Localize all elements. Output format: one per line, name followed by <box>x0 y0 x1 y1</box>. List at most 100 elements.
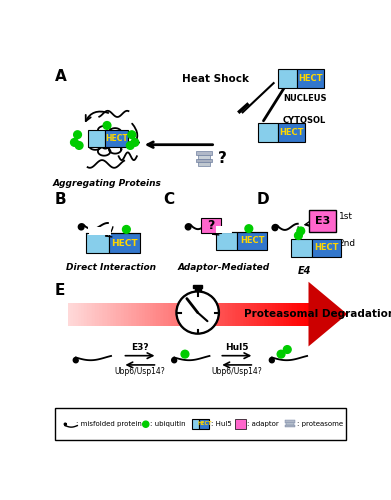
Bar <box>217 302 220 326</box>
Circle shape <box>70 138 78 146</box>
Bar <box>231 302 234 326</box>
Text: HECT: HECT <box>298 74 323 83</box>
Text: Heat Shock: Heat Shock <box>182 74 249 84</box>
Bar <box>221 302 223 326</box>
Bar <box>241 302 244 326</box>
Bar <box>285 420 295 422</box>
Bar <box>134 302 137 326</box>
Bar <box>203 302 206 326</box>
Circle shape <box>181 350 189 358</box>
Bar <box>139 302 142 326</box>
Text: 1st: 1st <box>339 212 353 221</box>
Bar <box>237 232 267 250</box>
Bar <box>216 232 237 250</box>
Circle shape <box>283 346 291 354</box>
Bar <box>265 302 268 326</box>
Bar <box>269 302 271 326</box>
Bar <box>249 302 252 326</box>
Bar <box>156 302 159 326</box>
Bar <box>180 302 183 326</box>
Bar <box>179 302 181 326</box>
Bar <box>136 302 138 326</box>
Bar <box>244 302 247 326</box>
Bar <box>283 302 286 326</box>
Bar <box>233 302 236 326</box>
Bar <box>131 302 133 326</box>
Bar <box>86 233 109 254</box>
Bar <box>120 302 122 326</box>
Bar <box>305 302 308 326</box>
Text: A: A <box>55 69 67 84</box>
Bar <box>285 425 295 428</box>
Bar <box>88 302 90 326</box>
Bar <box>299 302 301 326</box>
Bar <box>89 302 92 326</box>
Bar <box>195 302 197 326</box>
Bar <box>215 302 218 326</box>
Bar <box>262 302 265 326</box>
Bar <box>155 302 158 326</box>
Bar <box>246 302 249 326</box>
Bar <box>257 302 260 326</box>
Bar <box>163 302 165 326</box>
Text: E3?: E3? <box>131 342 148 351</box>
Bar <box>174 302 177 326</box>
Bar <box>185 302 188 326</box>
Bar <box>76 302 79 326</box>
Bar <box>198 302 201 326</box>
Bar <box>75 302 77 326</box>
Bar <box>145 302 148 326</box>
Bar <box>152 302 154 326</box>
Bar <box>109 233 140 254</box>
Bar <box>196 151 212 156</box>
Bar <box>192 419 199 429</box>
Bar <box>214 302 217 326</box>
Bar <box>216 226 232 233</box>
Bar <box>118 302 121 326</box>
Bar <box>79 302 82 326</box>
Bar <box>193 285 202 288</box>
Text: E: E <box>55 284 65 298</box>
Bar <box>256 302 258 326</box>
Bar <box>164 302 167 326</box>
Bar <box>95 302 98 326</box>
Bar <box>190 302 193 326</box>
Bar <box>267 302 270 326</box>
Bar <box>304 302 307 326</box>
Bar <box>240 302 242 326</box>
Bar <box>91 302 93 326</box>
Bar <box>280 302 282 326</box>
Bar <box>94 302 97 326</box>
Text: : Hul5: : Hul5 <box>211 421 231 427</box>
Circle shape <box>74 131 81 138</box>
Circle shape <box>176 291 219 334</box>
Text: CYTOSOL: CYTOSOL <box>283 116 326 124</box>
Circle shape <box>294 232 302 239</box>
Text: Ubp6/Usp14?: Ubp6/Usp14? <box>211 367 262 376</box>
Bar <box>188 302 191 326</box>
Text: Direct Interaction: Direct Interaction <box>66 262 156 272</box>
Text: NUCLEUS: NUCLEUS <box>283 94 326 103</box>
Bar <box>183 302 187 326</box>
Bar <box>270 302 273 326</box>
Text: C: C <box>163 192 175 208</box>
Text: HECT: HECT <box>105 134 127 143</box>
Bar <box>212 302 215 326</box>
Bar <box>192 302 194 326</box>
Circle shape <box>277 350 285 358</box>
Bar <box>158 302 161 326</box>
Bar <box>287 422 294 425</box>
Bar <box>294 302 297 326</box>
Bar <box>281 302 284 326</box>
Bar <box>278 123 305 142</box>
Bar <box>108 302 111 326</box>
Bar <box>143 302 146 326</box>
Bar <box>160 302 162 326</box>
Bar <box>176 302 178 326</box>
Bar <box>150 302 153 326</box>
Bar <box>81 302 84 326</box>
Bar <box>121 302 124 326</box>
Text: HECT: HECT <box>240 236 264 246</box>
Bar <box>126 302 129 326</box>
Circle shape <box>245 225 253 232</box>
